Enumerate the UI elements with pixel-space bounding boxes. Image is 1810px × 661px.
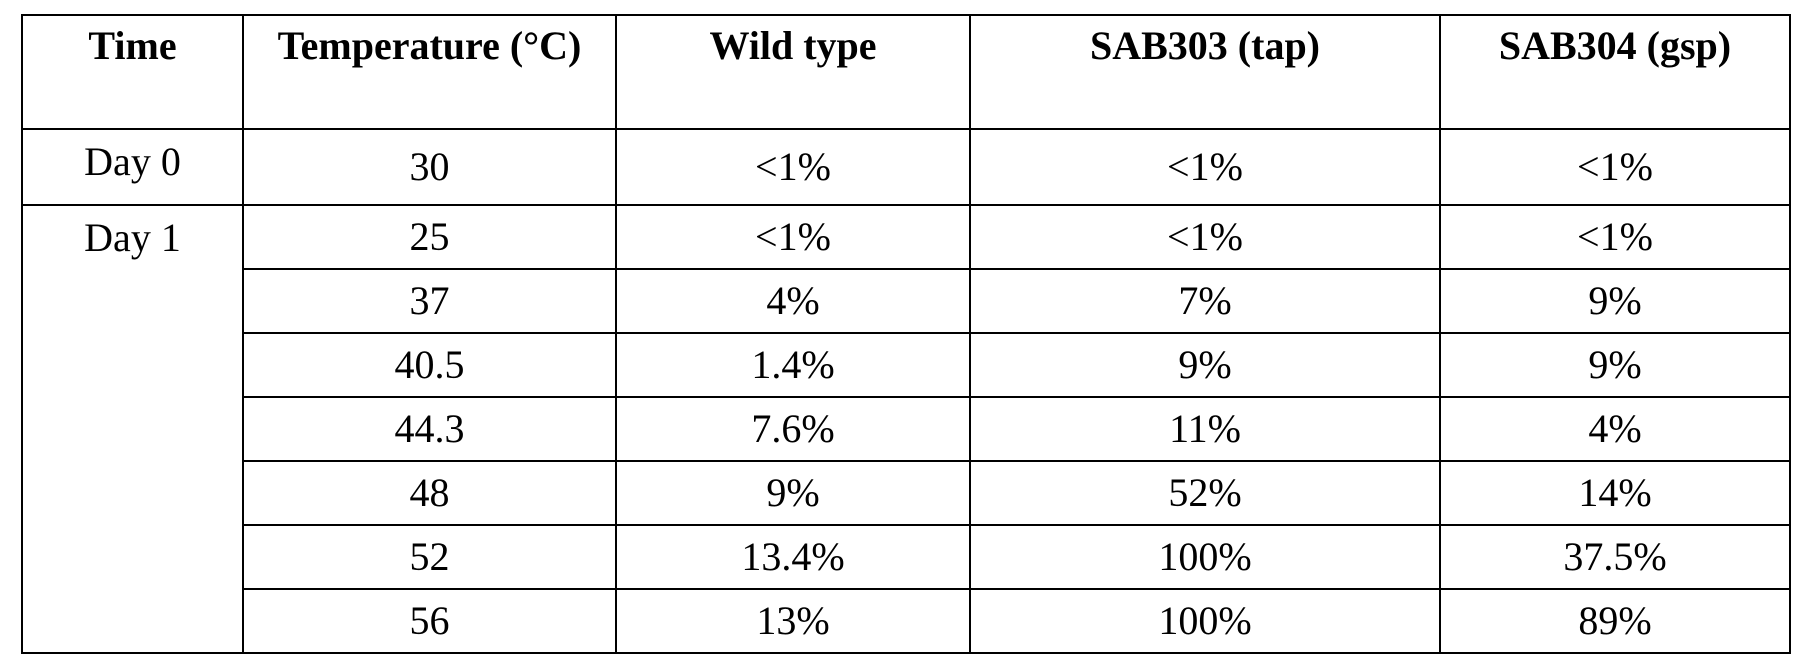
table-row: Day 030<1%<1%<1% bbox=[22, 129, 1790, 205]
table-cell: <1% bbox=[616, 129, 970, 205]
table-cell: 14% bbox=[1440, 461, 1790, 525]
table-cell: 4% bbox=[616, 269, 970, 333]
table-cell: 7% bbox=[970, 269, 1440, 333]
data-table: TimeTemperature (°C)Wild typeSAB303 (tap… bbox=[21, 14, 1791, 654]
table-cell: 89% bbox=[1440, 589, 1790, 653]
table-row: 489%52%14% bbox=[22, 461, 1790, 525]
table-row: 40.51.4%9%9% bbox=[22, 333, 1790, 397]
table-cell: 52% bbox=[970, 461, 1440, 525]
table-cell: 11% bbox=[970, 397, 1440, 461]
header-cell: Temperature (°C) bbox=[243, 15, 616, 129]
table-cell: 9% bbox=[970, 333, 1440, 397]
time-cell: Day 0 bbox=[22, 129, 243, 205]
table-cell: 37 bbox=[243, 269, 616, 333]
table-cell: <1% bbox=[1440, 205, 1790, 269]
table-cell: 56 bbox=[243, 589, 616, 653]
time-cell: Day 1 bbox=[22, 205, 243, 653]
table-cell: 9% bbox=[1440, 269, 1790, 333]
header-cell: Time bbox=[22, 15, 243, 129]
table-row: Day 125<1%<1%<1% bbox=[22, 205, 1790, 269]
table-cell: 40.5 bbox=[243, 333, 616, 397]
table-cell: 4% bbox=[1440, 397, 1790, 461]
header-row: TimeTemperature (°C)Wild typeSAB303 (tap… bbox=[22, 15, 1790, 129]
table-row: 5613%100%89% bbox=[22, 589, 1790, 653]
header-cell: SAB303 (tap) bbox=[970, 15, 1440, 129]
table-cell: 44.3 bbox=[243, 397, 616, 461]
table-row: 374%7%9% bbox=[22, 269, 1790, 333]
table-cell: 37.5% bbox=[1440, 525, 1790, 589]
table-cell: 7.6% bbox=[616, 397, 970, 461]
table-cell: 100% bbox=[970, 589, 1440, 653]
table-cell: 48 bbox=[243, 461, 616, 525]
table-cell: 100% bbox=[970, 525, 1440, 589]
table-cell: <1% bbox=[970, 205, 1440, 269]
header-cell: Wild type bbox=[616, 15, 970, 129]
table-cell: 13.4% bbox=[616, 525, 970, 589]
table-cell: 25 bbox=[243, 205, 616, 269]
table-cell: 13% bbox=[616, 589, 970, 653]
table-cell: 9% bbox=[1440, 333, 1790, 397]
table-cell: <1% bbox=[970, 129, 1440, 205]
page: TimeTemperature (°C)Wild typeSAB303 (tap… bbox=[0, 0, 1810, 661]
table-row: 5213.4%100%37.5% bbox=[22, 525, 1790, 589]
table-body: Day 030<1%<1%<1%Day 125<1%<1%<1%374%7%9%… bbox=[22, 129, 1790, 653]
table-cell: 1.4% bbox=[616, 333, 970, 397]
table-cell: 52 bbox=[243, 525, 616, 589]
table-cell: <1% bbox=[1440, 129, 1790, 205]
header-cell: SAB304 (gsp) bbox=[1440, 15, 1790, 129]
table-cell: <1% bbox=[616, 205, 970, 269]
table-cell: 9% bbox=[616, 461, 970, 525]
table-cell: 30 bbox=[243, 129, 616, 205]
table-row: 44.37.6%11%4% bbox=[22, 397, 1790, 461]
